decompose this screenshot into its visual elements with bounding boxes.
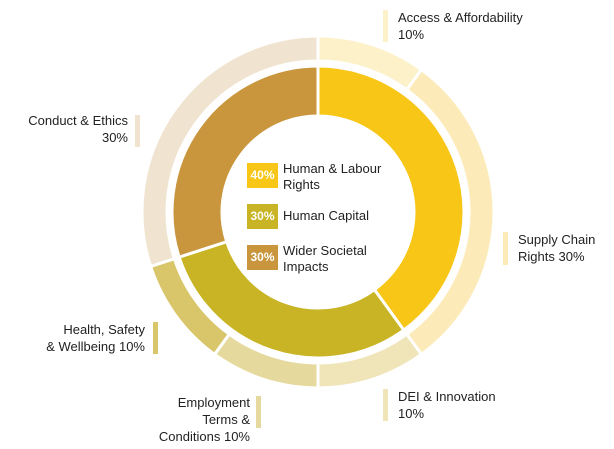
label-value: 10% [398, 27, 425, 42]
donut-segment [140, 34, 320, 269]
legend-value: 30% [250, 250, 274, 264]
label-value: 10% [223, 429, 250, 444]
donut-segment [316, 64, 466, 333]
label-name: Access & Affordability [398, 10, 523, 25]
label-value: 30% [558, 249, 585, 264]
label-value: 30% [101, 130, 128, 145]
label-marker [135, 115, 140, 147]
legend-label: Wider Societal Impacts [283, 243, 367, 274]
legend-label: Human & Labour Rights [283, 161, 382, 192]
label-name: Supply Chain Rights [518, 232, 596, 264]
label-marker [153, 322, 158, 354]
donut-segment [170, 64, 320, 260]
label-value: 10% [118, 339, 145, 354]
label-name: DEI & Innovation [398, 389, 496, 404]
legend-label: Human Capital [283, 208, 369, 223]
legend-swatch [247, 204, 278, 229]
segment-label: Supply Chain Rights 30% [518, 231, 595, 265]
donut-segment [177, 239, 406, 360]
segment-label: Employment Terms & Conditions 10% [159, 394, 250, 445]
segment-label: Conduct & Ethics 30% [28, 112, 128, 146]
label-marker [256, 396, 261, 428]
legend-swatch [247, 245, 278, 270]
legend-value: 40% [250, 168, 274, 182]
label-value: 10% [398, 406, 425, 421]
legend-value: 30% [250, 209, 274, 223]
label-name: Conduct & Ethics [28, 113, 128, 128]
legend-swatch [247, 163, 278, 188]
segment-label: Access & Affordability 10% [398, 9, 523, 43]
label-marker [383, 10, 388, 42]
segment-label: Health, Safety & Wellbeing 10% [46, 321, 145, 355]
label-marker [503, 232, 508, 265]
label-marker [383, 389, 388, 421]
label-name: Employment Terms & Conditions [158, 395, 250, 444]
segment-label: DEI & Innovation 10% [398, 388, 496, 422]
label-name: Health, Safety & Wellbeing [46, 322, 145, 354]
